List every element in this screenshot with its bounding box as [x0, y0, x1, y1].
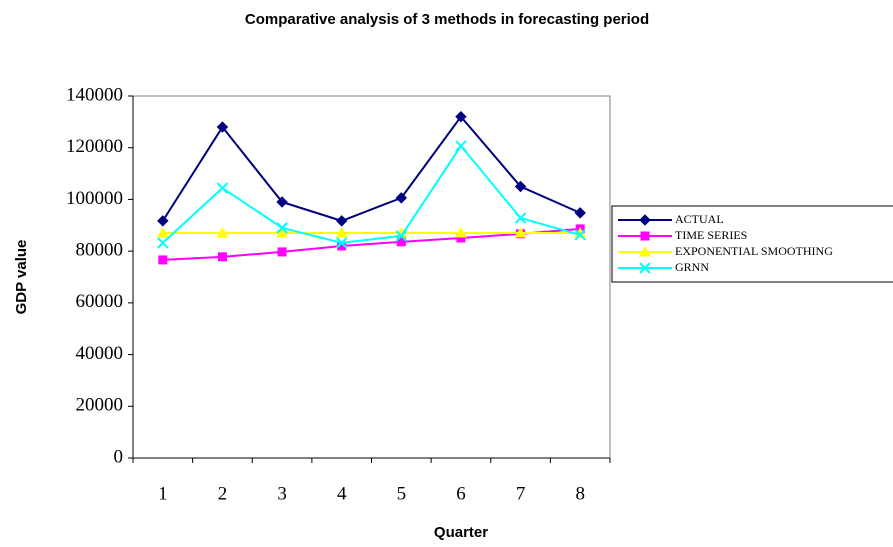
legend-label: TIME SERIES: [675, 228, 747, 242]
marker: [335, 227, 348, 238]
marker: [217, 252, 227, 262]
marker: [277, 247, 287, 257]
y-axis-label: GDP value: [13, 240, 30, 315]
legend: [611, 205, 893, 283]
marker: [335, 237, 348, 249]
marker: [455, 227, 467, 238]
marker: [276, 222, 288, 234]
marker: [395, 192, 408, 204]
marker: [514, 180, 527, 193]
x-tick-label: 3: [277, 483, 287, 504]
marker: [574, 207, 586, 219]
x-tick-label: 7: [516, 483, 526, 504]
y-tick-label: 60000: [76, 291, 124, 312]
marker: [455, 110, 467, 123]
marker: [156, 227, 169, 238]
legend-marker: [639, 262, 651, 274]
y-tick-label: 140000: [66, 84, 123, 105]
legend-marker: [639, 245, 651, 257]
series-line: [162, 144, 581, 244]
marker: [216, 182, 229, 194]
legend-marker: [639, 214, 651, 226]
marker: [514, 212, 527, 224]
x-tick-label: 2: [218, 483, 228, 504]
marker: [276, 196, 288, 208]
marker: [157, 215, 169, 227]
legend-label: GRNN: [675, 260, 709, 274]
y-tick-label: 0: [114, 446, 124, 467]
y-tick-label: 100000: [66, 188, 123, 209]
x-tick-label: 6: [456, 483, 466, 504]
marker: [335, 215, 348, 227]
marker: [396, 237, 406, 247]
legend-label: ACTUAL: [675, 212, 724, 226]
chart-title: Comparative analysis of 3 methods in for…: [245, 11, 649, 28]
x-axis-label: Quarter: [434, 524, 488, 541]
y-tick-label: 20000: [76, 395, 124, 416]
y-tick-label: 120000: [66, 136, 123, 157]
marker: [455, 140, 467, 152]
series-line: [162, 227, 581, 261]
y-tick-label: 80000: [76, 240, 124, 261]
x-tick-label: 8: [575, 483, 585, 504]
legend-marker: [640, 231, 650, 241]
plot-area: [132, 95, 611, 459]
marker: [216, 121, 229, 133]
marker: [395, 230, 408, 242]
x-tick-label: 5: [397, 483, 407, 504]
legend-label: EXPONENTIAL SMOOTHING: [675, 244, 833, 258]
marker: [514, 227, 527, 238]
series-line: [161, 115, 581, 222]
marker: [157, 237, 169, 249]
x-tick-label: 4: [337, 483, 347, 504]
marker: [574, 229, 586, 241]
marker: [158, 255, 168, 265]
marker: [276, 227, 288, 238]
y-tick-label: 40000: [76, 343, 124, 364]
marker: [216, 227, 229, 238]
x-tick-label: 1: [158, 483, 168, 504]
